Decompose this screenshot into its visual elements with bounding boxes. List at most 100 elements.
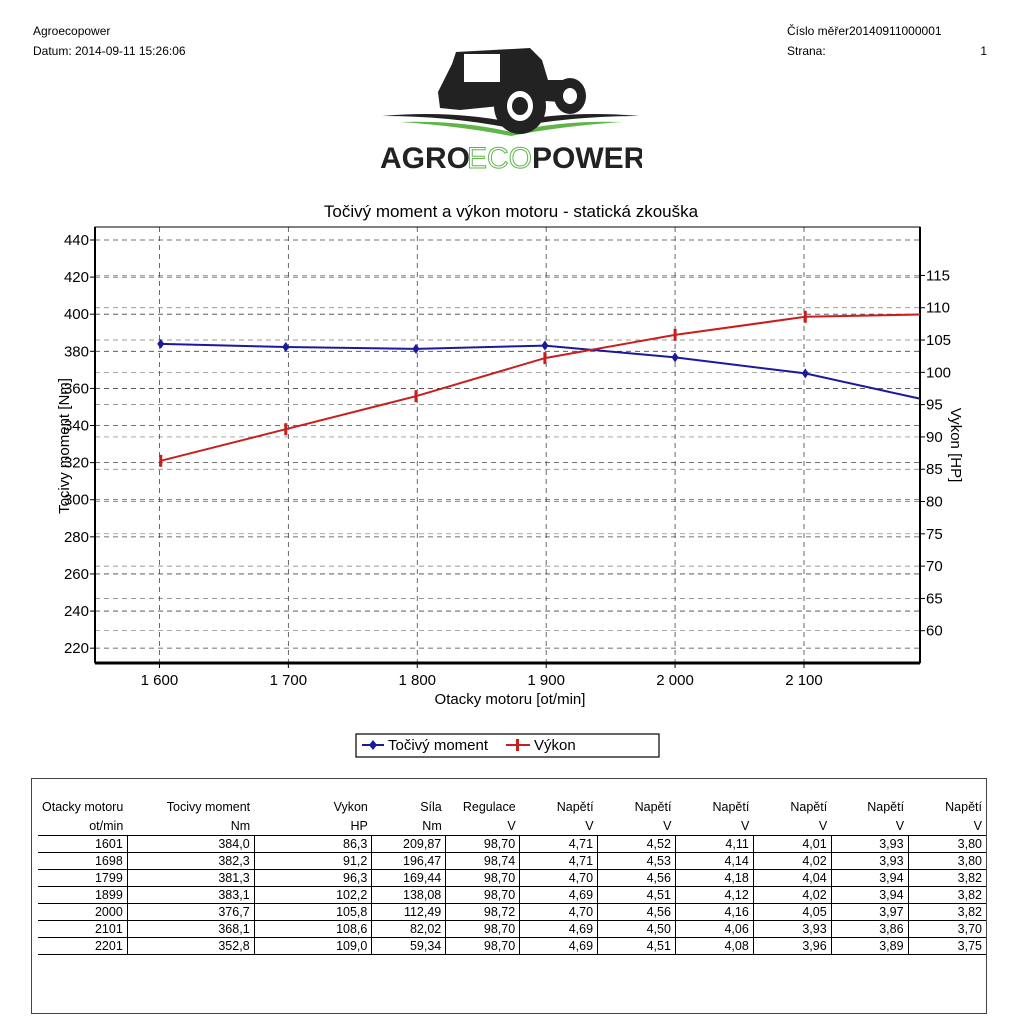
table-cell: 4,06 bbox=[675, 920, 754, 938]
table-cell: 3,82 bbox=[908, 869, 986, 887]
chart-title: Točivý moment a výkon motoru - statická … bbox=[324, 202, 699, 221]
table-cell: 98,70 bbox=[445, 835, 521, 853]
table-cell: 4,51 bbox=[597, 886, 676, 904]
table-cell: 3,97 bbox=[831, 903, 909, 921]
right-axis-label: Vykon [HP] bbox=[947, 408, 964, 482]
table-cell: 82,02 bbox=[371, 920, 447, 938]
table-cell: 1698 bbox=[38, 852, 128, 870]
page-label: Strana: bbox=[787, 44, 826, 58]
table-cell: 4,18 bbox=[675, 869, 754, 887]
table-cell: 3,70 bbox=[908, 920, 986, 938]
table-cell: 98,70 bbox=[445, 920, 521, 938]
x-tick-label: 1 900 bbox=[527, 672, 565, 689]
torque-point bbox=[157, 338, 165, 349]
chart-series bbox=[157, 310, 920, 467]
table-cell: 3,82 bbox=[908, 886, 986, 904]
table-cell: 3,93 bbox=[753, 920, 832, 938]
report-header-right: Číslo měřer20140911000001 Strana: 1 bbox=[787, 21, 987, 61]
y-right-tick-label: 90 bbox=[926, 429, 943, 446]
table-cell: 384,0 bbox=[127, 835, 255, 853]
table-cell: 4,14 bbox=[675, 852, 754, 870]
table-cell: 4,71 bbox=[519, 852, 599, 870]
table-cell: 3,93 bbox=[831, 852, 909, 870]
x-axis: 1 600 1 700 1 800 1 900 2 000 2 100 bbox=[95, 661, 920, 689]
column-header: Vykon bbox=[333, 799, 368, 814]
power-point bbox=[673, 328, 677, 341]
table-cell: 4,08 bbox=[675, 937, 754, 955]
table-cell: 4,52 bbox=[597, 835, 676, 853]
table-cell: 169,44 bbox=[371, 869, 447, 887]
table-cell: 2201 bbox=[38, 937, 128, 955]
table-cell: 86,3 bbox=[254, 835, 373, 853]
table-cell: 4,04 bbox=[753, 869, 832, 887]
column-unit: V bbox=[831, 816, 909, 836]
table-row: 2000 376,7 105,8 112,49 98,72 4,70 4,56 4,16 4,0… bbox=[38, 903, 986, 921]
table-cell: 4,01 bbox=[753, 835, 832, 853]
series-line bbox=[160, 342, 920, 400]
table-cell: 98,70 bbox=[445, 869, 521, 887]
x-axis-label: Otacky motoru [ot/min] bbox=[435, 691, 586, 708]
table-cell: 209,87 bbox=[371, 835, 447, 853]
legend-torque-marker bbox=[369, 740, 377, 750]
torque-point bbox=[282, 342, 290, 353]
column-unit: V bbox=[753, 816, 832, 836]
tractor-icon bbox=[382, 48, 640, 136]
table-cell: 368,1 bbox=[127, 920, 255, 938]
table-cell: 112,49 bbox=[371, 903, 447, 921]
table-cell: 352,8 bbox=[127, 937, 255, 955]
torque-power-chart: Točivý moment a výkon motoru - statická … bbox=[56, 202, 964, 758]
table-cell: 383,1 bbox=[127, 886, 255, 904]
plot-frame bbox=[94, 226, 921, 664]
table-cell: 4,50 bbox=[597, 920, 676, 938]
table-cell: 3,80 bbox=[908, 835, 986, 853]
table-cell: 1899 bbox=[38, 886, 128, 904]
table-cell: 381,3 bbox=[127, 869, 255, 887]
table-cell: 4,05 bbox=[753, 903, 832, 921]
table-cell: 138,08 bbox=[371, 886, 447, 904]
y-right-tick-label: 65 bbox=[926, 590, 943, 607]
table-header-row: Otacky motoru Tocivy moment Vykon Síla Regul… bbox=[38, 797, 986, 816]
table-cell: 98,72 bbox=[445, 903, 521, 921]
table-cell: 3,80 bbox=[908, 852, 986, 870]
chart-legend: Točivý moment Výkon bbox=[355, 733, 660, 758]
y-right-tick-label: 60 bbox=[926, 623, 943, 640]
column-unit: V bbox=[597, 816, 676, 836]
series-line bbox=[160, 313, 920, 462]
y-left-tick-label: 400 bbox=[64, 306, 89, 323]
table-row: 2201 352,8 109,0 59,34 98,70 4,69 4,51 4,08 3,96… bbox=[38, 937, 986, 955]
table-cell: 4,56 bbox=[597, 903, 676, 921]
column-header: Napětí bbox=[790, 799, 828, 814]
table-cell: 4,69 bbox=[519, 886, 599, 904]
y-right-tick-label: 105 bbox=[926, 332, 951, 349]
table-cell: 59,34 bbox=[371, 937, 447, 955]
column-unit: Nm bbox=[371, 816, 446, 836]
table-cell: 102,2 bbox=[254, 886, 373, 904]
y-left-tick-label: 420 bbox=[64, 269, 89, 286]
table-cell: 3,82 bbox=[908, 903, 986, 921]
right-axis: 60 65 70 75 80 85 90 95 100 105 110 115 bbox=[919, 227, 951, 663]
table-cell: 4,70 bbox=[519, 869, 599, 887]
table-unit-row: ot/min Nm HP Nm V V V V V V V bbox=[38, 816, 986, 836]
table-cell: 4,11 bbox=[675, 835, 754, 853]
table-cell: 105,8 bbox=[254, 903, 373, 921]
torque-point bbox=[412, 343, 420, 354]
table-cell: 4,16 bbox=[675, 903, 754, 921]
table-row: 1698 382,3 91,2 196,47 98,74 4,71 4,53 4,14 4,02… bbox=[38, 852, 986, 870]
legend-power-marker bbox=[516, 739, 519, 751]
column-header: Napětí bbox=[712, 799, 750, 814]
column-unit: V bbox=[519, 816, 598, 836]
column-unit: V bbox=[908, 816, 986, 836]
column-unit: Nm bbox=[127, 816, 255, 836]
table-cell: 91,2 bbox=[254, 852, 373, 870]
table-row: 1799 381,3 96,3 169,44 98,70 4,70 4,56 4,18 4,04… bbox=[38, 869, 986, 887]
y-left-tick-label: 380 bbox=[64, 343, 89, 360]
column-header: Tocivy moment bbox=[166, 799, 251, 814]
torque-point bbox=[801, 368, 809, 379]
table-cell: 4,71 bbox=[519, 835, 599, 853]
y-right-tick-label: 95 bbox=[926, 397, 943, 414]
page-number: 1 bbox=[980, 44, 987, 58]
y-right-tick-label: 85 bbox=[926, 461, 943, 478]
table-cell: 109,0 bbox=[254, 937, 373, 955]
table-cell: 4,51 bbox=[597, 937, 676, 955]
measurement-number: Číslo měřer20140911000001 bbox=[787, 24, 942, 38]
